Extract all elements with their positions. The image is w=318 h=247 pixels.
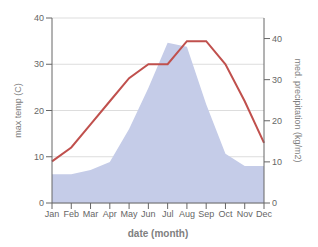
svg-text:Mar: Mar bbox=[83, 209, 99, 219]
svg-text:Jun: Jun bbox=[141, 209, 156, 219]
svg-text:med. precipitation (kg/m2): med. precipitation (kg/m2) bbox=[293, 58, 303, 162]
svg-text:Apr: Apr bbox=[103, 209, 117, 219]
svg-text:Feb: Feb bbox=[64, 209, 80, 219]
svg-text:0: 0 bbox=[272, 198, 277, 208]
svg-text:30: 30 bbox=[272, 75, 282, 85]
svg-text:40: 40 bbox=[34, 13, 44, 23]
svg-text:Aug: Aug bbox=[179, 209, 195, 219]
svg-text:May: May bbox=[121, 209, 139, 219]
svg-text:20: 20 bbox=[272, 116, 282, 126]
svg-text:Jan: Jan bbox=[45, 209, 60, 219]
svg-text:date (month): date (month) bbox=[128, 228, 189, 239]
svg-text:40: 40 bbox=[272, 34, 282, 44]
svg-text:max temp (C): max temp (C) bbox=[13, 83, 23, 138]
svg-text:10: 10 bbox=[34, 152, 44, 162]
svg-text:30: 30 bbox=[34, 59, 44, 69]
svg-text:10: 10 bbox=[272, 157, 282, 167]
svg-text:20: 20 bbox=[34, 106, 44, 116]
svg-text:0: 0 bbox=[39, 198, 44, 208]
svg-text:Oct: Oct bbox=[218, 209, 233, 219]
svg-text:Dec: Dec bbox=[256, 209, 273, 219]
svg-text:Jul: Jul bbox=[162, 209, 174, 219]
svg-text:Nov: Nov bbox=[237, 209, 254, 219]
svg-text:Sep: Sep bbox=[198, 209, 214, 219]
